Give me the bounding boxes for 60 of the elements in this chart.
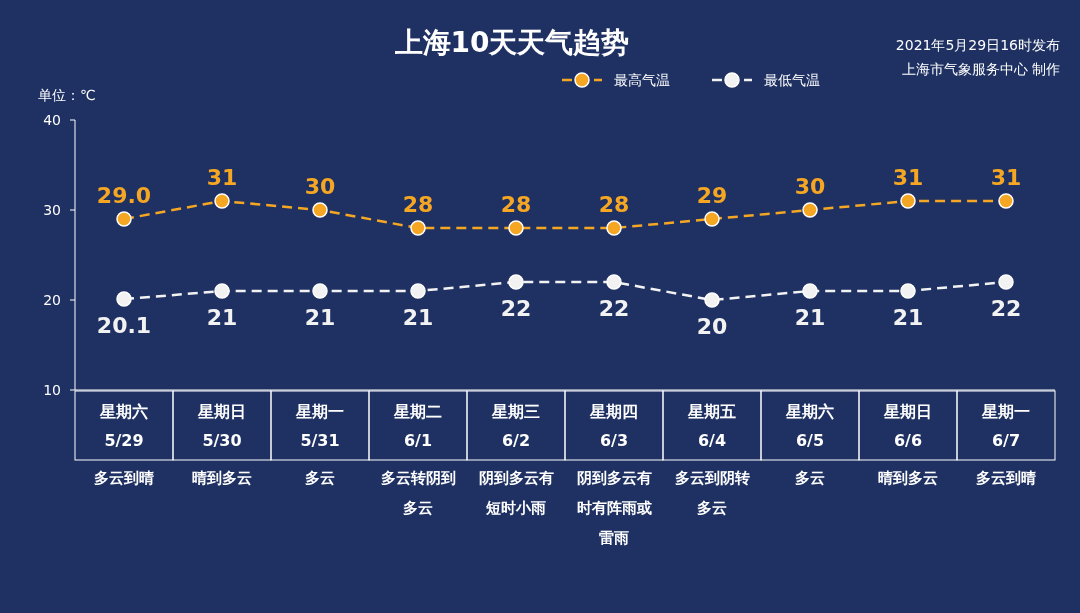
data-label: 28 [402,192,434,217]
point [116,291,132,307]
data-label: 20 [696,314,728,339]
legend-label: 最高气温 [614,72,670,88]
data-label: 22 [598,296,630,321]
y-tick-label: 30 [43,202,61,218]
x-tick-label: 星期六 5/29 多云到晴 [94,402,154,487]
point [410,220,426,236]
point [508,274,524,290]
point [116,211,132,227]
data-label: 30 [794,174,826,199]
x-tick-label: 星期日 6/6 晴到多云 [878,402,938,487]
data-label: 21 [304,305,336,330]
point [214,193,230,209]
point [410,283,426,299]
data-label: 21 [892,305,924,330]
point [802,202,818,218]
x-tick-label: 星期三 6/2 阴到多云有短时小雨 [478,402,554,517]
x-tick-label: 星期四 6/3 阴到多云有时有阵雨或雷雨 [576,402,652,547]
data-label: 28 [598,192,630,217]
point [312,283,328,299]
data-label: 31 [892,165,924,190]
text: 上海市气象服务中心 制作 [901,61,1060,77]
point [802,283,818,299]
point [900,193,916,209]
data-label: 28 [500,192,532,217]
point [704,211,720,227]
point [508,220,524,236]
x-tick-label: 星期六 6/5 多云 [785,402,834,487]
chart-title: 上海10天天气趋势 [393,26,630,59]
y-axis-title: 单位：℃ [38,87,96,103]
data-label: 20.1 [96,313,152,339]
point [606,274,622,290]
data-label: 21 [794,305,826,330]
point [312,202,328,218]
x-tick-label: 星期二 6/1 多云转阴到多云 [380,402,456,517]
data-label: 30 [304,174,336,199]
data-label: 22 [500,296,532,321]
point [704,292,720,308]
point [998,193,1014,209]
x-tick-label: 星期一 5/31 多云 [295,402,344,487]
y-tick-label: 10 [43,382,61,398]
point [998,274,1014,290]
data-label: 31 [990,165,1022,190]
data-label: 29.0 [96,183,152,208]
point [214,283,230,299]
y-tick-label: 20 [43,292,61,308]
y-tick-label: 40 [43,112,61,128]
x-tick-label: 星期一 6/7 多云到晴 [976,402,1036,487]
data-label: 21 [206,305,238,330]
point [606,220,622,236]
x-tick-label: 星期五 6/4 多云到阴转多云 [674,402,750,517]
data-label: 31 [206,165,238,190]
data-label: 29 [696,183,728,208]
data-label: 22 [990,296,1022,321]
text: 2021年5月29日16时发布 [895,37,1060,53]
legend-label: 最低气温 [764,72,820,88]
point [900,283,916,299]
x-tick-label: 星期日 5/30 晴到多云 [192,402,252,487]
data-label: 21 [402,305,434,330]
